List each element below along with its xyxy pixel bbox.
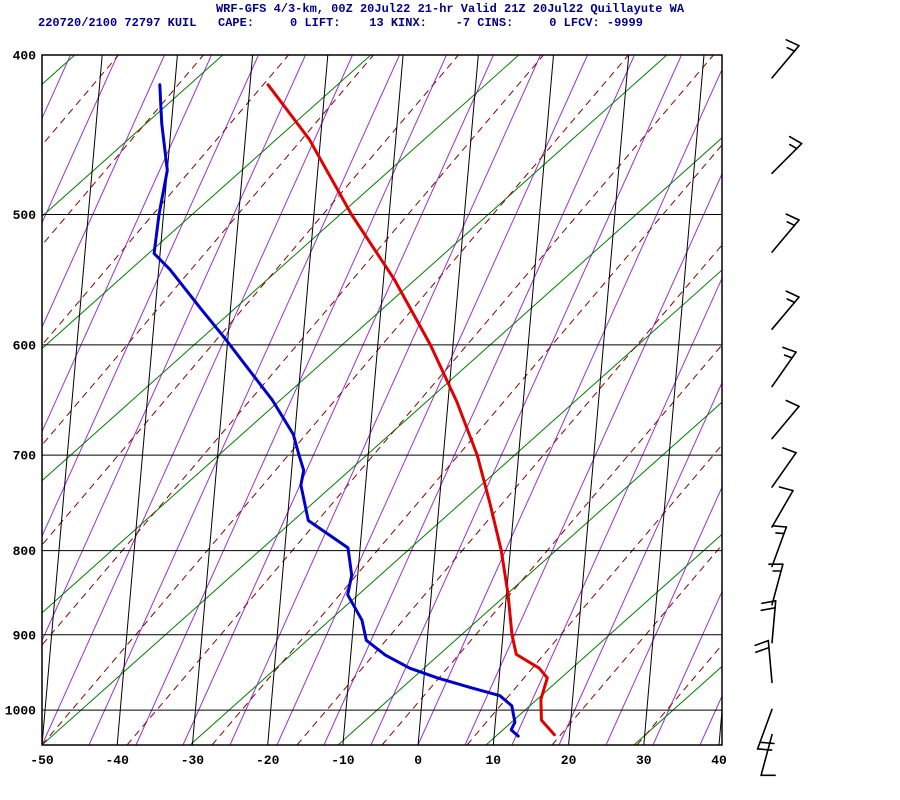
pressure-axis-label: 1000 — [5, 704, 36, 719]
plot-border — [41, 54, 723, 746]
temp-axis-label: 40 — [711, 753, 727, 768]
pressure-axis-label: 500 — [13, 208, 37, 223]
temp-axis-label: 20 — [561, 753, 577, 768]
temp-axis-label: -10 — [331, 753, 355, 768]
wind-barb — [756, 708, 775, 751]
chart-subtitle: 220720/2100 72797 KUIL CAPE: 0 LIFT: 13 … — [38, 16, 643, 30]
temperature-trace — [266, 83, 556, 737]
temp-axis-label: -20 — [256, 753, 280, 768]
dewpoint-trace — [152, 83, 520, 738]
wind-barb — [771, 135, 803, 175]
chart-title: WRF-GFS 4/3-km, 00Z 20Jul22 21-hr Valid … — [215, 2, 685, 16]
pressure-axis-labels: 400 500 600 700 800 900 1000 — [5, 49, 36, 719]
temp-axis-label: 0 — [414, 753, 422, 768]
wind-barb — [771, 486, 794, 528]
pressure-axis-label: 900 — [13, 628, 37, 643]
wind-barb — [760, 599, 777, 644]
wind-barb — [771, 213, 800, 253]
dark-red-dashed-lines — [42, 55, 722, 745]
wind-barb — [768, 563, 784, 606]
wind-barb-column — [754, 38, 803, 777]
temp-axis-label: -40 — [105, 753, 129, 768]
pressure-axis-label: 800 — [13, 544, 37, 559]
purple-diagonal-lines — [42, 55, 722, 745]
wind-barb — [771, 524, 788, 568]
temperature-axis-labels: -50 -40 -30 -20 -10 0 10 20 30 40 — [30, 753, 727, 768]
temp-axis-label: -30 — [181, 753, 205, 768]
temp-axis-label: 10 — [485, 753, 501, 768]
isotherm-grid — [42, 55, 722, 745]
pressure-axis-label: 700 — [13, 449, 37, 464]
wind-barb — [771, 38, 800, 79]
temp-axis-label: 30 — [636, 753, 652, 768]
wind-barb — [754, 639, 773, 684]
wind-barb — [771, 346, 797, 388]
wind-barb — [771, 447, 797, 488]
pressure-axis-label: 400 — [13, 49, 37, 64]
wind-barb — [771, 399, 800, 440]
wind-barb — [771, 290, 800, 331]
pressure-axis-label: 600 — [13, 338, 37, 353]
temp-axis-label: -50 — [30, 753, 54, 768]
isobar-grid — [42, 54, 722, 711]
green-diagonal-lines — [42, 55, 722, 745]
wind-barb — [760, 733, 776, 777]
